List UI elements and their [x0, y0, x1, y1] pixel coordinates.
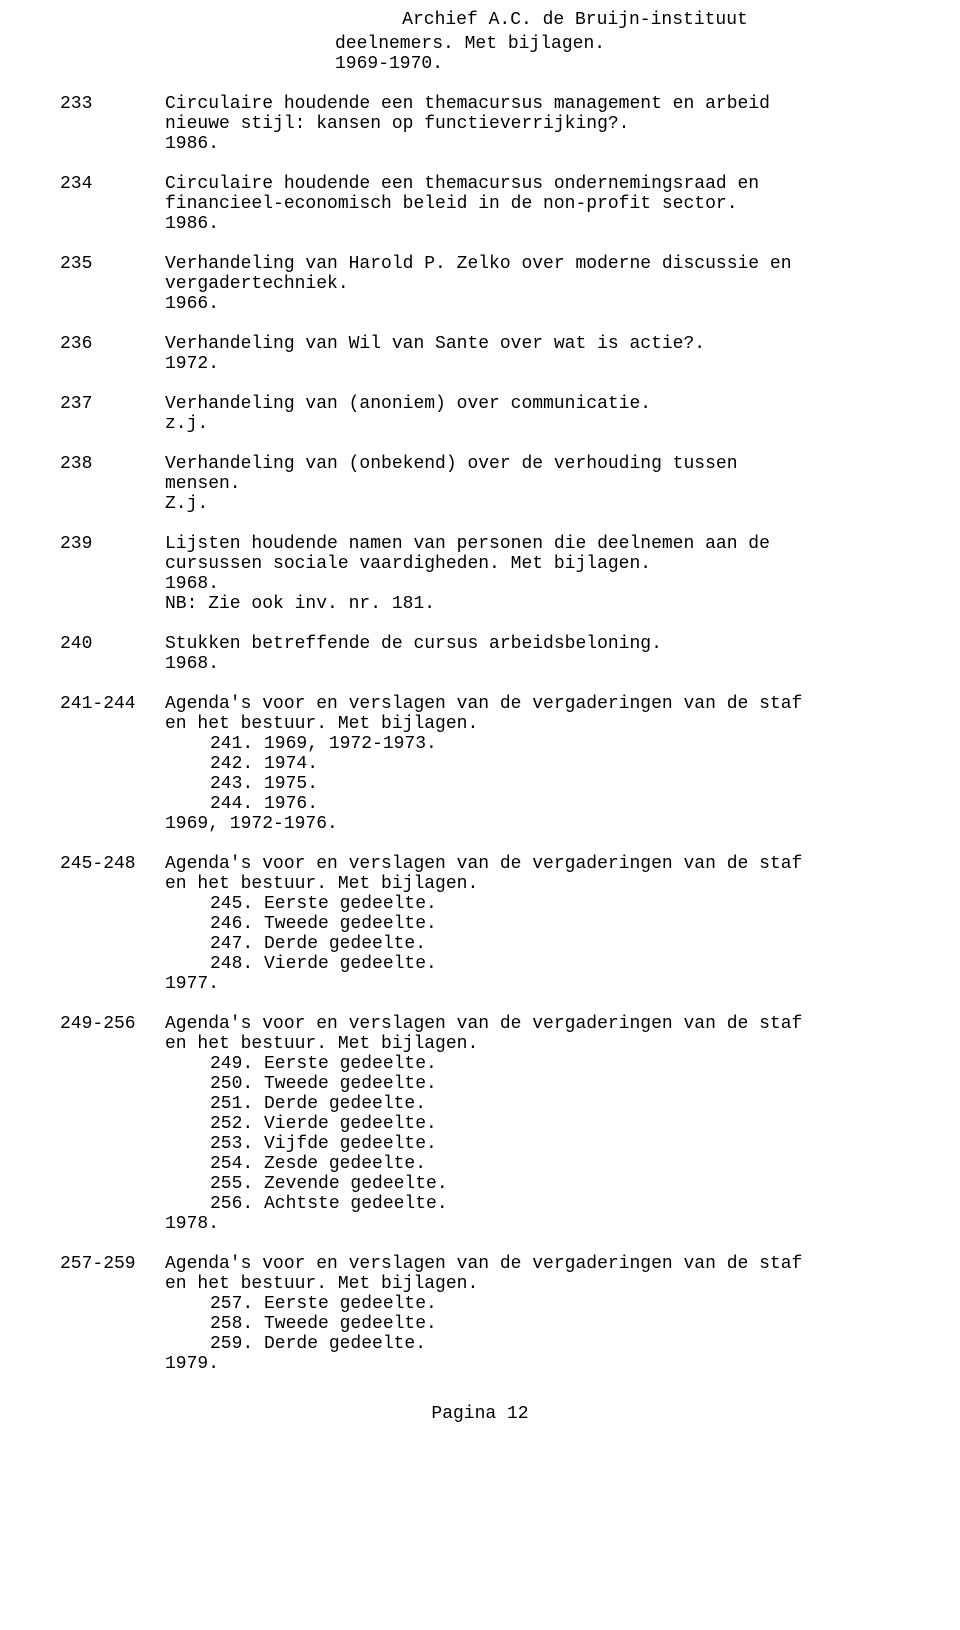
entry-body: Circulaire houdende een themacursus mana…: [165, 94, 900, 154]
document-header: Archief A.C. de Bruijn-instituut: [250, 10, 900, 30]
entry-text-line: NB: Zie ook inv. nr. 181.: [165, 594, 900, 614]
entry-text-line: Z.j.: [165, 494, 900, 514]
entry-sub-line: 247. Derde gedeelte.: [165, 934, 900, 954]
entry-number: 236: [60, 334, 165, 354]
entry-text-line: 1969, 1972-1976.: [165, 814, 900, 834]
archive-entry: 257-259Agenda's voor en verslagen van de…: [60, 1254, 900, 1374]
entry-text-line: 1986.: [165, 134, 900, 154]
entry-text-line: mensen.: [165, 474, 900, 494]
continuation-line: deelnemers. Met bijlagen.: [335, 34, 900, 54]
entry-sub-line: 245. Eerste gedeelte.: [165, 894, 900, 914]
entry-body: Verhandeling van Harold P. Zelko over mo…: [165, 254, 900, 314]
entry-text-line: Agenda's voor en verslagen van de vergad…: [165, 854, 900, 874]
entry-text-line: Verhandeling van Harold P. Zelko over mo…: [165, 254, 900, 274]
entry-sub-line: 243. 1975.: [165, 774, 900, 794]
document-page: Archief A.C. de Bruijn-instituut deelnem…: [0, 0, 960, 1454]
entry-text-line: nieuwe stijl: kansen op functieverrijkin…: [165, 114, 900, 134]
entry-number: 234: [60, 174, 165, 194]
entry-sub-line: 250. Tweede gedeelte.: [165, 1074, 900, 1094]
entry-text-line: Circulaire houdende een themacursus mana…: [165, 94, 900, 114]
entry-text-line: 1979.: [165, 1354, 900, 1374]
entry-text-line: 1986.: [165, 214, 900, 234]
entry-sub-line: 248. Vierde gedeelte.: [165, 954, 900, 974]
entry-sub-line: 244. 1976.: [165, 794, 900, 814]
entry-sub-line: 252. Vierde gedeelte.: [165, 1114, 900, 1134]
entry-sub-line: 259. Derde gedeelte.: [165, 1334, 900, 1354]
continuation-block: deelnemers. Met bijlagen. 1969-1970.: [335, 34, 900, 74]
entries-list: 233Circulaire houdende een themacursus m…: [60, 94, 900, 1374]
archive-entry: 241-244Agenda's voor en verslagen van de…: [60, 694, 900, 834]
header-title: Archief A.C. de Bruijn-instituut: [402, 10, 748, 30]
archive-entry: 236Verhandeling van Wil van Sante over w…: [60, 334, 900, 374]
entry-body: Agenda's voor en verslagen van de vergad…: [165, 1014, 900, 1234]
entry-number: 237: [60, 394, 165, 414]
entry-text-line: vergadertechniek.: [165, 274, 900, 294]
entry-text-line: Stukken betreffende de cursus arbeidsbel…: [165, 634, 900, 654]
entry-text-line: en het bestuur. Met bijlagen.: [165, 1274, 900, 1294]
entry-text-line: en het bestuur. Met bijlagen.: [165, 714, 900, 734]
entry-number: 239: [60, 534, 165, 554]
entry-text-line: financieel-economisch beleid in de non-p…: [165, 194, 900, 214]
continuation-line: 1969-1970.: [335, 54, 900, 74]
entry-number: 241-244: [60, 694, 165, 714]
entry-text-line: 1968.: [165, 654, 900, 674]
entry-body: Agenda's voor en verslagen van de vergad…: [165, 854, 900, 994]
entry-text-line: 1977.: [165, 974, 900, 994]
entry-text-line: 1972.: [165, 354, 900, 374]
archive-entry: 235Verhandeling van Harold P. Zelko over…: [60, 254, 900, 314]
entry-text-line: Verhandeling van (onbekend) over de verh…: [165, 454, 900, 474]
archive-entry: 240Stukken betreffende de cursus arbeids…: [60, 634, 900, 674]
archive-entry: 238Verhandeling van (onbekend) over de v…: [60, 454, 900, 514]
entry-sub-line: 253. Vijfde gedeelte.: [165, 1134, 900, 1154]
archive-entry: 234Circulaire houdende een themacursus o…: [60, 174, 900, 234]
entry-body: Agenda's voor en verslagen van de vergad…: [165, 694, 900, 834]
entry-sub-line: 241. 1969, 1972-1973.: [165, 734, 900, 754]
entry-text-line: cursussen sociale vaardigheden. Met bijl…: [165, 554, 900, 574]
entry-text-line: Lijsten houdende namen van personen die …: [165, 534, 900, 554]
entry-text-line: en het bestuur. Met bijlagen.: [165, 1034, 900, 1054]
entry-number: 233: [60, 94, 165, 114]
entry-sub-line: 251. Derde gedeelte.: [165, 1094, 900, 1114]
entry-sub-line: 242. 1974.: [165, 754, 900, 774]
entry-body: Agenda's voor en verslagen van de vergad…: [165, 1254, 900, 1374]
entry-sub-line: 255. Zevende gedeelte.: [165, 1174, 900, 1194]
archive-entry: 245-248Agenda's voor en verslagen van de…: [60, 854, 900, 994]
entry-number: 249-256: [60, 1014, 165, 1034]
archive-entry: 233Circulaire houdende een themacursus m…: [60, 94, 900, 154]
entry-text-line: 1966.: [165, 294, 900, 314]
entry-text-line: en het bestuur. Met bijlagen.: [165, 874, 900, 894]
entry-text-line: Verhandeling van Wil van Sante over wat …: [165, 334, 900, 354]
entry-sub-line: 254. Zesde gedeelte.: [165, 1154, 900, 1174]
entry-body: Lijsten houdende namen van personen die …: [165, 534, 900, 614]
entry-text-line: Circulaire houdende een themacursus onde…: [165, 174, 900, 194]
archive-entry: 237Verhandeling van (anoniem) over commu…: [60, 394, 900, 434]
page-number: Pagina 12: [431, 1404, 528, 1424]
entry-text-line: 1978.: [165, 1214, 900, 1234]
entry-number: 240: [60, 634, 165, 654]
archive-entry: 239Lijsten houdende namen van personen d…: [60, 534, 900, 614]
entry-text-line: 1968.: [165, 574, 900, 594]
entry-number: 257-259: [60, 1254, 165, 1274]
entry-body: Circulaire houdende een themacursus onde…: [165, 174, 900, 234]
entry-text-line: Verhandeling van (anoniem) over communic…: [165, 394, 900, 414]
entry-text-line: Agenda's voor en verslagen van de vergad…: [165, 694, 900, 714]
entry-body: Verhandeling van Wil van Sante over wat …: [165, 334, 900, 374]
entry-body: Verhandeling van (onbekend) over de verh…: [165, 454, 900, 514]
entry-sub-line: 249. Eerste gedeelte.: [165, 1054, 900, 1074]
entry-body: Stukken betreffende de cursus arbeidsbel…: [165, 634, 900, 674]
entry-number: 238: [60, 454, 165, 474]
entry-text-line: Agenda's voor en verslagen van de vergad…: [165, 1254, 900, 1274]
entry-number: 245-248: [60, 854, 165, 874]
entry-text-line: Agenda's voor en verslagen van de vergad…: [165, 1014, 900, 1034]
entry-text-line: z.j.: [165, 414, 900, 434]
entry-sub-line: 257. Eerste gedeelte.: [165, 1294, 900, 1314]
entry-body: Verhandeling van (anoniem) over communic…: [165, 394, 900, 434]
entry-sub-line: 258. Tweede gedeelte.: [165, 1314, 900, 1334]
archive-entry: 249-256Agenda's voor en verslagen van de…: [60, 1014, 900, 1234]
entry-sub-line: 256. Achtste gedeelte.: [165, 1194, 900, 1214]
entry-sub-line: 246. Tweede gedeelte.: [165, 914, 900, 934]
page-footer: Pagina 12: [60, 1404, 900, 1424]
entry-number: 235: [60, 254, 165, 274]
